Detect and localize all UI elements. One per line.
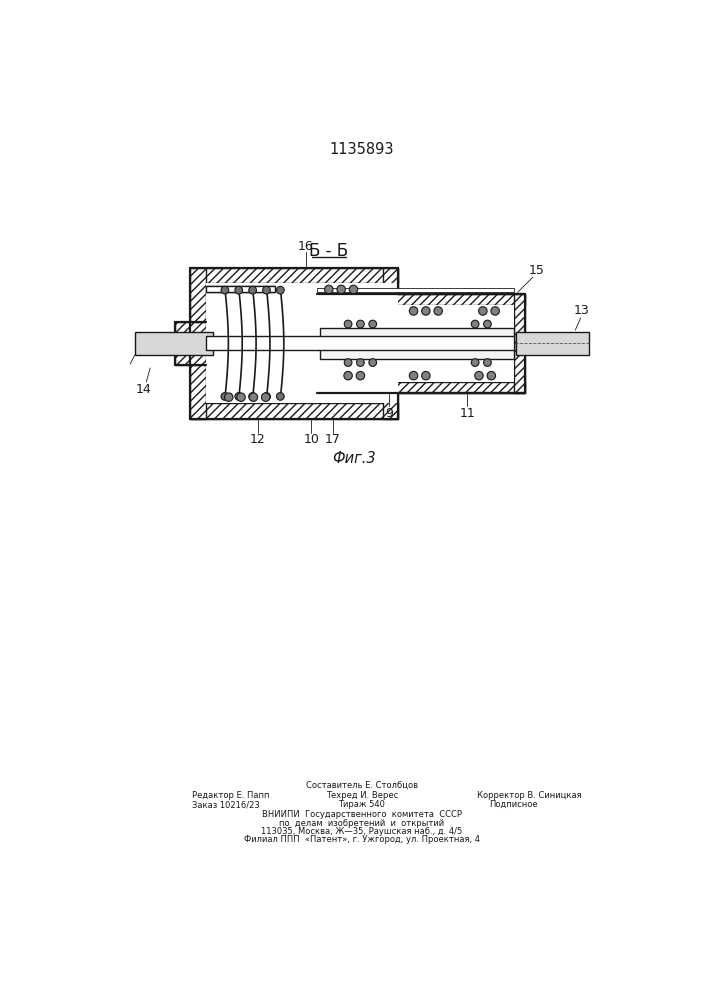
Circle shape: [369, 359, 377, 366]
Circle shape: [475, 371, 483, 380]
Text: 13: 13: [573, 304, 589, 317]
Bar: [382, 268, 398, 294]
Text: Б - Б: Б - Б: [309, 242, 349, 260]
Circle shape: [369, 320, 377, 328]
Circle shape: [249, 393, 257, 401]
Text: Филиал ППП  «Патент», г. Ужгород, ул. Проектная, 4: Филиал ППП «Патент», г. Ужгород, ул. Про…: [244, 835, 480, 844]
Bar: [317, 288, 515, 292]
Circle shape: [235, 286, 243, 294]
Circle shape: [484, 320, 491, 328]
Circle shape: [491, 307, 499, 315]
Circle shape: [221, 393, 229, 400]
Circle shape: [235, 393, 243, 400]
Circle shape: [409, 307, 418, 315]
Bar: [320, 328, 514, 359]
Bar: [317, 305, 515, 382]
Circle shape: [237, 393, 245, 401]
Text: 1135893: 1135893: [329, 142, 395, 157]
Circle shape: [421, 307, 430, 315]
Text: 10: 10: [303, 433, 319, 446]
Text: Фиг.3: Фиг.3: [332, 451, 376, 466]
Bar: [516, 332, 589, 355]
Bar: [190, 268, 398, 283]
Text: ВНИИПИ  Государственного  комитета  СССР: ВНИИПИ Государственного комитета СССР: [262, 810, 462, 819]
Text: 16: 16: [298, 240, 314, 253]
Circle shape: [356, 320, 364, 328]
Text: 17: 17: [325, 433, 341, 446]
Circle shape: [276, 393, 284, 400]
Text: 11: 11: [460, 407, 475, 420]
Text: 15: 15: [529, 264, 544, 277]
Text: Корректор В. Синицкая: Корректор В. Синицкая: [477, 791, 581, 800]
Circle shape: [249, 286, 257, 294]
Circle shape: [487, 371, 496, 380]
Circle shape: [276, 286, 284, 294]
Bar: [190, 403, 398, 419]
Bar: [135, 332, 214, 355]
Circle shape: [262, 286, 270, 294]
Circle shape: [421, 371, 430, 380]
Bar: [190, 268, 206, 419]
Bar: [317, 382, 525, 393]
Bar: [175, 322, 206, 333]
Bar: [206, 283, 398, 403]
Circle shape: [344, 359, 352, 366]
Text: Заказ 10216/23: Заказ 10216/23: [192, 800, 259, 809]
Circle shape: [349, 285, 358, 294]
Circle shape: [344, 371, 352, 380]
Text: по  делам  изобретений  и  открытий: по делам изобретений и открытий: [279, 819, 445, 828]
Bar: [515, 294, 525, 393]
Circle shape: [479, 307, 487, 315]
Text: Техред И. Верес: Техред И. Верес: [326, 791, 398, 800]
Circle shape: [344, 320, 352, 328]
Circle shape: [434, 307, 443, 315]
Text: 14: 14: [136, 383, 152, 396]
Bar: [206, 286, 275, 292]
Circle shape: [249, 393, 257, 400]
Bar: [382, 393, 398, 419]
Circle shape: [262, 393, 270, 401]
Text: 113035, Москва, Ж—35, Раушская наб., д. 4/5: 113035, Москва, Ж—35, Раушская наб., д. …: [262, 827, 462, 836]
Text: Тираж 540: Тираж 540: [339, 800, 385, 809]
Text: Составитель Е. Столбцов: Составитель Е. Столбцов: [306, 781, 418, 790]
Circle shape: [262, 393, 270, 400]
Bar: [317, 294, 525, 305]
Circle shape: [409, 371, 418, 380]
Circle shape: [356, 371, 365, 380]
Text: Подписное: Подписное: [489, 800, 538, 809]
Text: 9: 9: [385, 407, 393, 420]
Circle shape: [337, 285, 346, 294]
Circle shape: [356, 359, 364, 366]
Circle shape: [472, 359, 479, 366]
Bar: [175, 354, 206, 365]
Circle shape: [472, 320, 479, 328]
Circle shape: [225, 393, 233, 401]
Text: Редактор Е. Папп: Редактор Е. Папп: [192, 791, 269, 800]
Bar: [206, 336, 514, 350]
Text: 12: 12: [250, 433, 266, 446]
Circle shape: [484, 359, 491, 366]
Circle shape: [221, 286, 229, 294]
Circle shape: [325, 285, 333, 294]
